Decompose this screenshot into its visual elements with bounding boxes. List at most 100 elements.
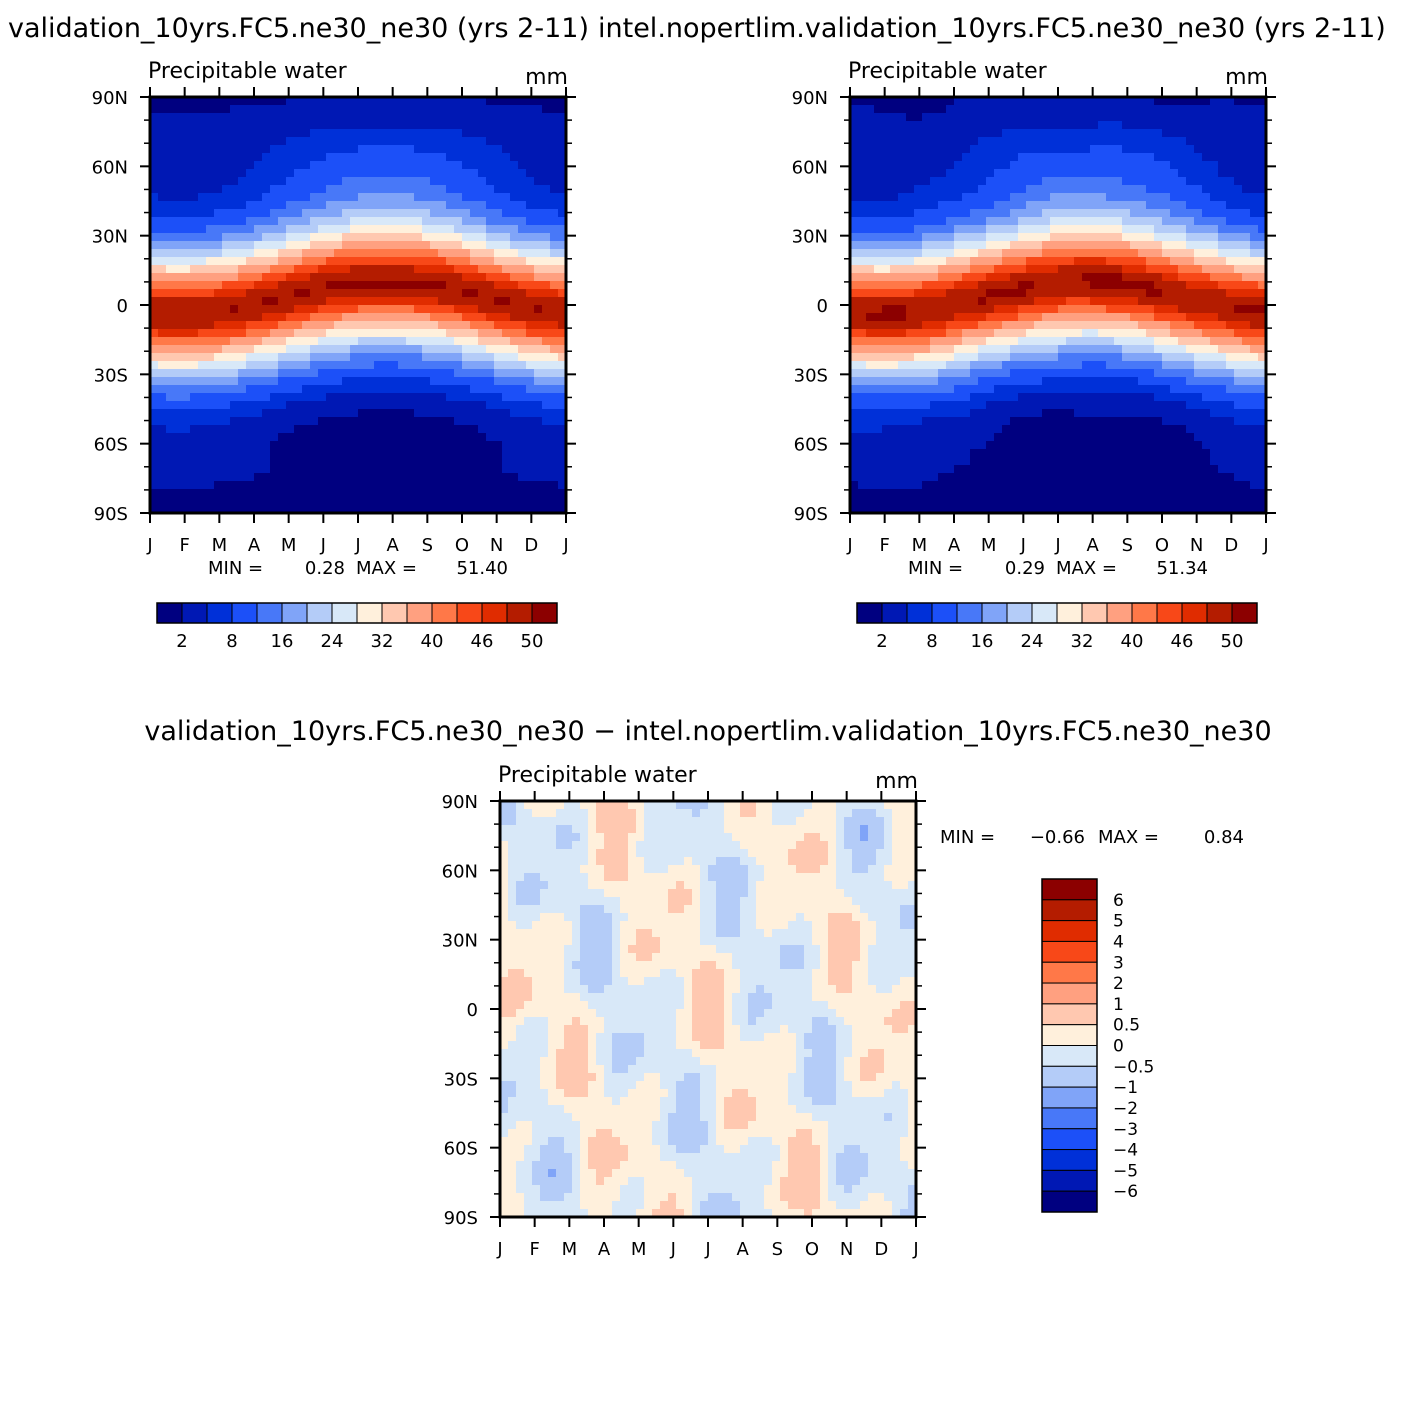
field-cell [518,425,527,434]
field-cell [1010,345,1019,354]
panel3-units: mm [875,769,918,794]
field-cell [438,441,447,450]
field-cell [302,241,311,250]
field-cell [342,377,351,386]
field-cell [166,489,175,498]
field-cell [422,217,431,226]
field-cell [1098,105,1107,114]
field-cell [358,505,367,514]
field-cell [470,137,479,146]
field-cell [398,449,407,458]
field-cell [1162,193,1171,202]
field-cell [1066,137,1075,146]
field-cell [198,209,207,218]
field-cell [1082,425,1091,434]
field-cell [1010,361,1019,370]
field-cell [246,297,255,306]
field-cell [1058,409,1067,418]
field-cell [422,273,431,282]
field-cell [294,169,303,178]
field-cell [150,329,159,338]
field-cell [446,161,455,170]
field-cell [1026,441,1035,450]
field-cell [350,465,359,474]
field-cell [262,233,271,242]
field-cell [350,321,359,330]
field-cell [558,121,567,130]
field-cell [1114,97,1123,106]
field-cell [1194,425,1203,434]
field-cell [310,409,319,418]
field-cell [1058,145,1067,154]
field-cell [1050,241,1059,250]
field-cell [190,169,199,178]
field-cell [246,489,255,498]
field-cell [254,385,263,394]
field-cell [534,353,543,362]
field-cell [898,105,907,114]
field-cell [318,449,327,458]
field-cell [1138,233,1147,242]
field-cell [518,273,527,282]
field-cell [182,297,191,306]
field-cell [222,337,231,346]
field-cell [994,233,1003,242]
field-cell [286,417,295,426]
field-cell [358,193,367,202]
field-cell [422,233,431,242]
field-cell [858,177,867,186]
field-cell [1010,233,1019,242]
field-cell [470,265,479,274]
field-cell [374,409,383,418]
field-cell [898,377,907,386]
field-cell [1018,177,1027,186]
field-cell [158,321,167,330]
field-cell [534,489,543,498]
field-cell [890,185,899,194]
field-cell [1018,417,1027,426]
field-cell [1098,137,1107,146]
field-cell [1178,225,1187,234]
field-cell [1010,353,1019,362]
field-cell [550,257,559,266]
field-cell [534,281,543,290]
field-cell [1106,361,1115,370]
field-cell [190,337,199,346]
field-cell [246,393,255,402]
field-cell [494,185,503,194]
field-cell [294,321,303,330]
field-cell [1082,137,1091,146]
field-cell [1098,289,1107,298]
field-cell [1194,297,1203,306]
field-cell [334,481,343,490]
field-cell [350,313,359,322]
field-cell [206,169,215,178]
field-cell [938,409,947,418]
field-cell [398,209,407,218]
field-cell [182,473,191,482]
field-cell [1034,201,1043,210]
field-cell [310,129,319,138]
field-cell [1074,441,1083,450]
field-cell [182,401,191,410]
field-cell [550,185,559,194]
field-cell [938,329,947,338]
field-cell [230,401,239,410]
field-cell [158,153,167,162]
field-cell [206,313,215,322]
field-cell [302,209,311,218]
field-cell [462,305,471,314]
field-cell [502,193,511,202]
field-cell [302,161,311,170]
field-cell [350,185,359,194]
field-cell [502,305,511,314]
field-cell [978,121,987,130]
field-cell [922,353,931,362]
field-cell [350,337,359,346]
field-cell [1122,361,1131,370]
field-cell [382,113,391,122]
field-cell [542,393,551,402]
field-cell [198,145,207,154]
field-cell [462,409,471,418]
field-cell [962,137,971,146]
